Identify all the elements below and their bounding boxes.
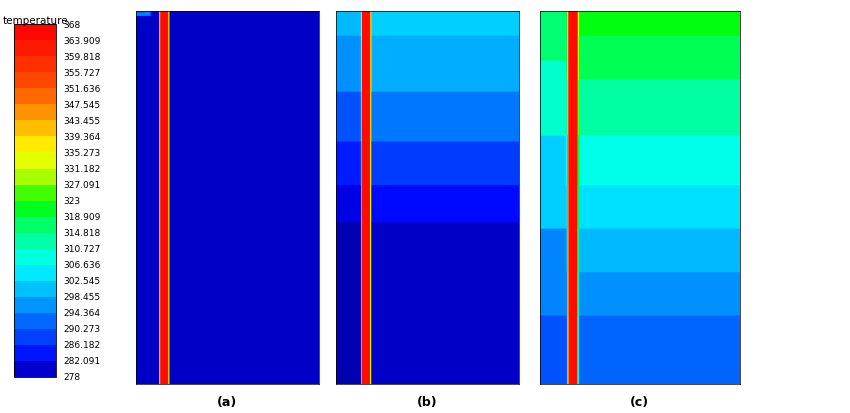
Text: 355.727: 355.727 xyxy=(64,69,100,78)
Text: 339.364: 339.364 xyxy=(64,133,100,142)
Bar xyxy=(14,265,56,281)
Bar xyxy=(14,121,56,137)
Bar xyxy=(14,153,56,169)
Bar xyxy=(14,89,56,105)
Text: 294.364: 294.364 xyxy=(64,308,100,317)
Text: 347.545: 347.545 xyxy=(64,101,100,110)
Text: temperature: temperature xyxy=(3,16,68,26)
Bar xyxy=(14,249,56,265)
Text: 368: 368 xyxy=(64,21,81,30)
Bar xyxy=(14,169,56,185)
Text: 351.636: 351.636 xyxy=(64,85,101,94)
Text: 298.455: 298.455 xyxy=(64,292,100,301)
Text: (b): (b) xyxy=(416,395,438,408)
Bar xyxy=(14,201,56,217)
Text: 363.909: 363.909 xyxy=(64,37,101,46)
Text: 302.545: 302.545 xyxy=(64,276,100,285)
Text: 343.455: 343.455 xyxy=(64,117,100,126)
Bar xyxy=(14,26,56,377)
Bar xyxy=(14,41,56,57)
Text: 335.273: 335.273 xyxy=(64,149,100,158)
Bar xyxy=(14,329,56,345)
Text: (a): (a) xyxy=(218,395,237,408)
Bar xyxy=(14,313,56,329)
Text: 286.182: 286.182 xyxy=(64,340,100,349)
Bar xyxy=(14,57,56,73)
Text: 318.909: 318.909 xyxy=(64,213,101,221)
Bar xyxy=(14,281,56,297)
Bar xyxy=(14,345,56,361)
Text: 327.091: 327.091 xyxy=(64,180,100,190)
Text: 310.727: 310.727 xyxy=(64,244,100,254)
Bar xyxy=(14,233,56,249)
Bar xyxy=(14,185,56,201)
Bar xyxy=(14,26,56,41)
Text: 359.818: 359.818 xyxy=(64,53,101,62)
Text: 278: 278 xyxy=(64,372,81,381)
Text: 331.182: 331.182 xyxy=(64,165,100,173)
Text: 323: 323 xyxy=(64,197,81,206)
Bar xyxy=(14,361,56,377)
Bar xyxy=(14,73,56,89)
Text: 282.091: 282.091 xyxy=(64,356,100,365)
Bar xyxy=(14,297,56,313)
Text: 290.273: 290.273 xyxy=(64,324,100,333)
Bar xyxy=(14,217,56,233)
Text: 314.818: 314.818 xyxy=(64,228,100,237)
Bar xyxy=(14,105,56,121)
Text: (c): (c) xyxy=(630,395,649,408)
Text: 306.636: 306.636 xyxy=(64,261,101,269)
Bar xyxy=(14,137,56,153)
